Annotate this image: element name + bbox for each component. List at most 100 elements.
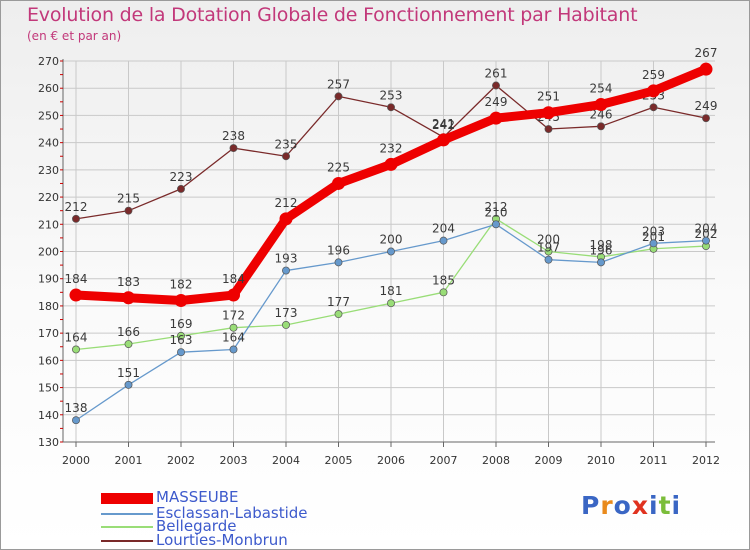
data-point-lourties-monbrun <box>72 214 80 223</box>
data-point-bellegarde <box>177 331 185 340</box>
data-point-lourties-monbrun <box>124 206 133 215</box>
x-tick-label-2009: 2009 <box>535 454 563 467</box>
data-label-bellegarde: 172 <box>222 309 245 323</box>
data-point-esclassan-labastide <box>492 220 500 229</box>
data-label-esclassan-labastide: 163 <box>170 333 193 347</box>
y-tick-label-230: 230 <box>38 164 59 177</box>
data-point-esclassan-labastide <box>229 345 238 354</box>
data-point-lourties-monbrun <box>177 184 185 193</box>
y-tick-label-200: 200 <box>38 246 59 259</box>
data-point-esclassan-labastide <box>334 258 343 267</box>
data-point-esclassan-labastide <box>649 239 658 248</box>
data-label-esclassan-labastide: 197 <box>537 241 560 255</box>
data-point-esclassan-labastide <box>387 247 395 256</box>
y-tick-label-220: 220 <box>38 191 59 204</box>
series-masseube: 184 183 182 184 212 225 232 241 249 251 254 259 267 <box>65 46 718 307</box>
data-label-masseube: 267 <box>695 46 718 60</box>
data-label-lourties-monbrun: 238 <box>222 129 245 143</box>
data-label-masseube: 241 <box>432 117 455 131</box>
data-point-masseube <box>489 111 503 125</box>
data-point-esclassan-labastide <box>597 258 605 267</box>
proxiti-logo: Proxiti <box>581 491 682 520</box>
data-label-lourties-monbrun: 246 <box>590 107 613 121</box>
data-point-esclassan-labastide <box>544 255 553 264</box>
data-label-esclassan-labastide: 164 <box>222 330 245 344</box>
x-tick-label-2002: 2002 <box>167 454 195 467</box>
x-tick-label-2007: 2007 <box>430 454 458 467</box>
data-label-esclassan-labastide: 204 <box>695 222 718 236</box>
data-label-bellegarde: 169 <box>170 317 193 331</box>
data-point-esclassan-labastide <box>124 380 133 389</box>
data-label-masseube: 251 <box>537 90 560 104</box>
data-point-esclassan-labastide <box>177 348 185 357</box>
data-label-lourties-monbrun: 242 <box>432 118 455 132</box>
data-point-masseube <box>594 98 608 112</box>
legend-label-bellegarde: Bellegarde <box>156 517 237 535</box>
legend-swatch-bellegarde <box>101 526 153 528</box>
y-tick-label-190: 190 <box>38 273 59 286</box>
data-point-masseube <box>122 291 135 305</box>
x-tick-label-2000: 2000 <box>62 454 90 467</box>
data-label-esclassan-labastide: 196 <box>590 243 613 257</box>
data-label-masseube: 182 <box>170 277 193 291</box>
legend-label-esclassan-labastide: Esclassan-Labastide <box>156 504 308 522</box>
y-tick-label-150: 150 <box>38 382 59 395</box>
data-point-bellegarde <box>124 340 133 348</box>
data-label-bellegarde: 166 <box>117 325 140 339</box>
x-tick-label-2006: 2006 <box>377 454 405 467</box>
data-label-masseube: 184 <box>65 272 88 286</box>
data-point-masseube <box>542 106 555 120</box>
data-point-bellegarde <box>334 310 343 319</box>
data-point-masseube <box>437 133 450 147</box>
data-point-masseube <box>384 157 398 171</box>
y-tick-label-160: 160 <box>38 354 59 367</box>
data-label-masseube: 249 <box>485 95 508 109</box>
data-point-lourties-monbrun <box>649 103 658 112</box>
data-label-bellegarde: 164 <box>65 330 88 344</box>
data-point-bellegarde <box>439 288 448 297</box>
x-tick-label-2012: 2012 <box>692 454 720 467</box>
data-label-bellegarde: 200 <box>537 233 560 247</box>
data-point-masseube <box>69 288 83 302</box>
legend-swatch-esclassan-labastide <box>101 513 153 515</box>
data-point-esclassan-labastide <box>282 266 290 275</box>
data-label-masseube: 232 <box>380 141 403 155</box>
data-point-masseube <box>279 212 293 226</box>
data-label-esclassan-labastide: 151 <box>117 366 140 380</box>
data-label-bellegarde: 181 <box>380 284 403 298</box>
data-point-bellegarde <box>387 299 395 308</box>
data-point-bellegarde <box>229 323 238 332</box>
data-point-bellegarde <box>544 247 553 256</box>
data-point-masseube <box>699 62 713 76</box>
y-tick-label-240: 240 <box>38 137 59 150</box>
data-label-esclassan-labastide: 210 <box>485 205 508 219</box>
chart-title: Evolution de la Dotation Globale de Fonc… <box>27 4 638 26</box>
x-tick-label-2010: 2010 <box>587 454 615 467</box>
legend-label-lourties-monbrun: Lourties-Monbrun <box>156 531 288 549</box>
data-label-lourties-monbrun: 257 <box>327 77 350 91</box>
data-point-masseube <box>174 293 188 307</box>
data-point-lourties-monbrun <box>387 103 395 112</box>
data-label-masseube: 184 <box>222 272 245 286</box>
data-point-masseube <box>227 288 240 302</box>
x-tick-label-2003: 2003 <box>220 454 248 467</box>
data-point-lourties-monbrun <box>334 92 343 101</box>
data-label-esclassan-labastide: 204 <box>432 222 455 236</box>
y-tick-label-250: 250 <box>38 109 59 122</box>
chart-subtitle: (en € et par an) <box>27 29 122 43</box>
y-tick-label-130: 130 <box>38 436 59 449</box>
data-label-masseube: 254 <box>590 82 613 96</box>
data-label-esclassan-labastide: 193 <box>275 252 298 266</box>
data-label-lourties-monbrun: 235 <box>275 137 298 151</box>
y-tick-label-260: 260 <box>38 82 59 95</box>
data-label-bellegarde: 185 <box>432 273 455 287</box>
data-label-bellegarde: 212 <box>485 200 508 214</box>
legend-swatch-lourties-monbrun <box>101 540 153 542</box>
data-point-bellegarde <box>282 321 290 329</box>
data-label-esclassan-labastide: 138 <box>65 401 88 415</box>
data-point-bellegarde <box>72 345 80 354</box>
data-label-bellegarde: 177 <box>327 295 350 309</box>
data-label-lourties-monbrun: 215 <box>117 192 140 206</box>
